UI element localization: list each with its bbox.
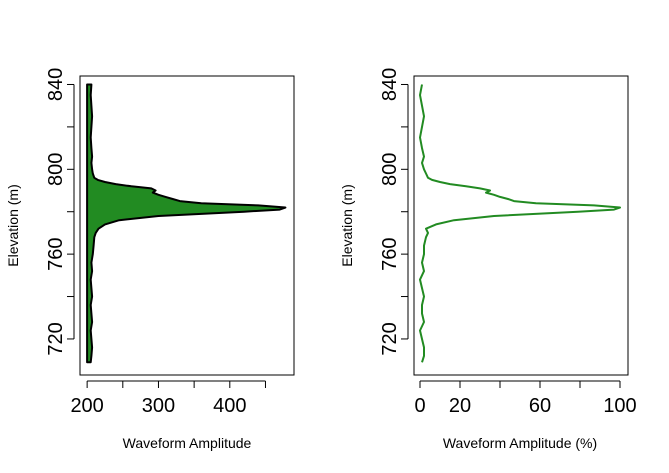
y-tick-label: 760 xyxy=(45,237,67,270)
x-tick-label: 100 xyxy=(603,395,636,417)
y-tick-label: 840 xyxy=(45,68,67,101)
plot-frame xyxy=(413,75,629,376)
waveform-area xyxy=(86,83,287,364)
x-tick-label: 0 xyxy=(414,395,425,417)
x-tick-label: 20 xyxy=(449,395,471,417)
x-axis-title: Waveform Amplitude xyxy=(123,435,252,451)
plot-frame xyxy=(79,75,295,376)
x-tick-label: 300 xyxy=(142,395,175,417)
y-tick-label: 720 xyxy=(379,322,401,355)
waveform-line xyxy=(419,84,621,363)
x-axis-title: Waveform Amplitude (%) xyxy=(443,435,597,451)
x-tick-label: 400 xyxy=(213,395,246,417)
y-tick-label: 800 xyxy=(379,153,401,186)
y-tick-label: 840 xyxy=(379,68,401,101)
y-tick-label: 720 xyxy=(45,322,67,355)
y-tick-label: 800 xyxy=(45,153,67,186)
x-tick-label: 200 xyxy=(70,395,103,417)
y-tick-label: 760 xyxy=(379,237,401,270)
waveform-amplitude-panel: 200 300 400 Waveform Amplitude 720 760 800 840 E… xyxy=(5,68,295,451)
y-axis-title: Elevation (m) xyxy=(5,184,21,266)
waveform-percent-panel: 0 20 60 100 Waveform Amplitude (%) 720 760 800 8… xyxy=(339,68,637,451)
y-axis-title: Elevation (m) xyxy=(339,184,355,266)
x-tick-label: 60 xyxy=(529,395,551,417)
